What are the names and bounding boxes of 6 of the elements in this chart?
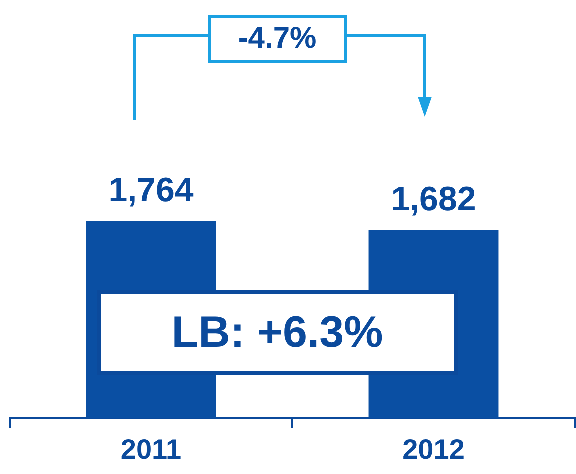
data-label: 1,764 (108, 171, 194, 210)
callout-box: -4.7% (208, 15, 347, 63)
data-label: 1,682 (391, 180, 476, 219)
callout-box: LB: +6.3% (97, 290, 458, 375)
x-tick-label: 2012 (402, 434, 465, 465)
x-tick-label: 2011 (120, 434, 182, 465)
